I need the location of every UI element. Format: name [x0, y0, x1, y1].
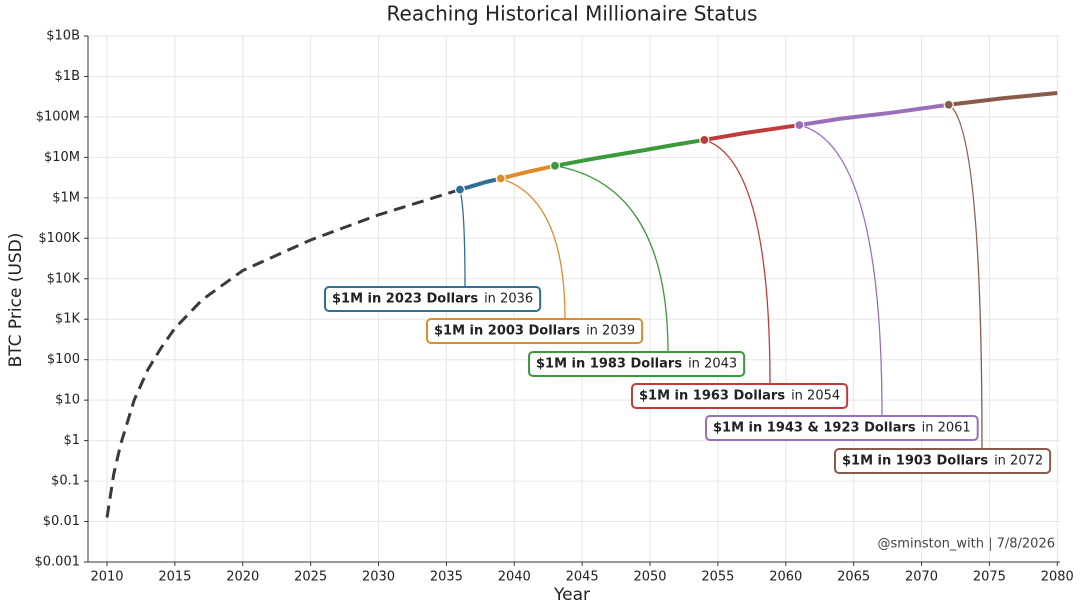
annotation-box: [324, 286, 542, 312]
x-tick-label: 2030: [362, 570, 395, 585]
y-tick-label: $10M: [44, 150, 80, 165]
annotation-label: $1M in 2023 Dollars: [332, 292, 478, 307]
annotation-box: [834, 448, 1052, 474]
x-tick-label: 2020: [226, 570, 259, 585]
x-axis-label: Year: [553, 585, 590, 604]
segment-line: [500, 163, 556, 181]
annotation-label: $1M in 1963 Dollars: [639, 389, 785, 404]
y-tick-label: $1: [63, 433, 80, 448]
y-tick-label: $100: [47, 352, 80, 367]
segment-line: [948, 91, 1058, 107]
annotation-label: $1M in 1983 Dollars: [536, 357, 682, 372]
annotation-year: in 2061: [922, 421, 971, 436]
connector: [554, 165, 669, 353]
segment-line: [703, 123, 800, 142]
x-tick-label: 2075: [973, 570, 1006, 585]
y-tick-label: $1M: [52, 190, 80, 205]
annotation-dot: [794, 119, 805, 131]
x-tick-label: 2040: [498, 570, 531, 585]
y-tick-label: $1K: [55, 312, 81, 327]
y-tick-label: $0.01: [43, 514, 80, 529]
projection-line: [105, 188, 461, 518]
x-tick-label: 2050: [633, 570, 666, 585]
annotation-box: [631, 383, 849, 409]
annotation-dot: [454, 184, 466, 195]
annotation-box: [528, 351, 746, 377]
y-tick-label: $10K: [47, 271, 81, 286]
chart-title: Reaching Historical Millionaire Status: [387, 2, 758, 26]
connector: [500, 177, 566, 320]
y-tick-label: $1B: [55, 69, 80, 84]
y-tick-label: $0.1: [51, 474, 80, 489]
annotation-dot: [495, 173, 506, 184]
segment-line: [459, 176, 502, 192]
annotation-label: $1M in 1903 Dollars: [842, 454, 988, 469]
annotation-year: in 2036: [484, 292, 533, 307]
annotation-dot: [943, 99, 954, 110]
connector: [948, 104, 983, 450]
x-tick-label: 2055: [701, 570, 734, 585]
x-tick-label: 2045: [566, 570, 599, 585]
annotation-label: $1M in 1943 & 1923 Dollars: [713, 421, 916, 436]
y-tick-label: $100M: [36, 109, 80, 124]
annotation-year: in 2043: [688, 357, 737, 372]
y-tick-label: $10: [55, 393, 80, 408]
x-tick-label: 2080: [1041, 570, 1074, 585]
x-tick-label: 2065: [837, 570, 870, 585]
x-tick-label: 2060: [769, 570, 802, 585]
annotation-year: in 2039: [586, 324, 635, 339]
segment-line: [799, 102, 949, 128]
x-tick-label: 2070: [905, 570, 938, 585]
annotation-dot: [699, 134, 710, 146]
x-tick-label: 2015: [158, 570, 191, 585]
annotation-year: in 2054: [791, 389, 840, 404]
annotation-box: [705, 415, 979, 441]
y-tick-label: $0.001: [35, 555, 81, 570]
annotation-year: in 2072: [994, 454, 1043, 469]
y-axis-label: BTC Price (USD): [6, 233, 26, 368]
y-tick-label: $10B: [46, 29, 80, 44]
segment-line: [554, 137, 705, 168]
annotation-label: $1M in 2003 Dollars: [434, 324, 580, 339]
annotation-box: [426, 318, 644, 344]
x-tick-label: 2025: [294, 570, 327, 585]
connector: [704, 139, 771, 385]
x-tick-label: 2010: [90, 570, 123, 585]
credit: @sminston_with | 7/8/2026: [878, 537, 1055, 552]
connector: [799, 124, 883, 417]
x-tick-label: 2035: [430, 570, 463, 585]
annotation-dot: [549, 160, 561, 171]
y-tick-label: $100K: [38, 231, 80, 246]
